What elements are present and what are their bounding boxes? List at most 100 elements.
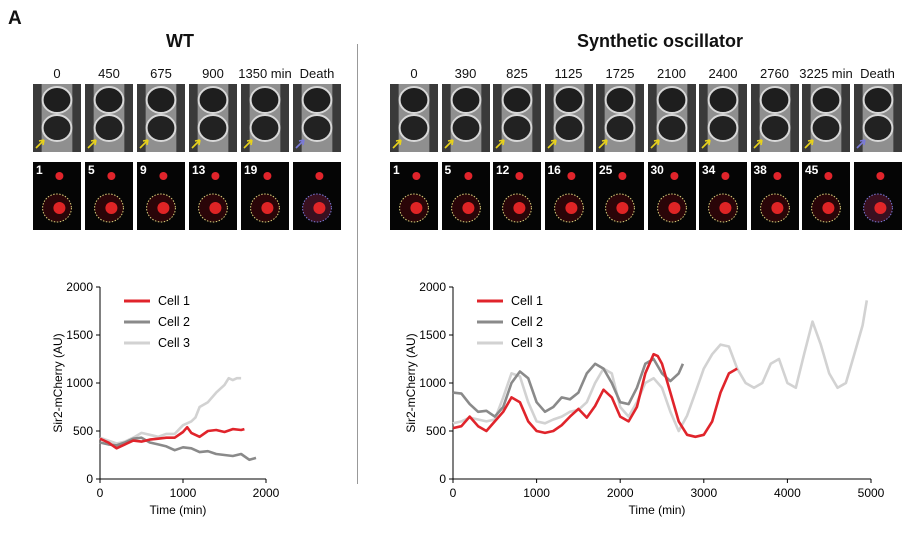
cell-division-count: 13	[192, 163, 206, 177]
fluorescence-tile: 9	[137, 162, 185, 230]
fluorescence-tile: 13	[189, 162, 237, 230]
brightfield-tile	[189, 84, 237, 152]
brightfield-tile	[241, 84, 289, 152]
series-line-cell-1	[99, 425, 245, 450]
y-tick-label: 500	[73, 424, 93, 438]
x-tick-label: 4000	[774, 486, 801, 500]
cell-division-count: 5	[88, 163, 95, 177]
x-axis-label: Time (min)	[150, 503, 207, 517]
brightfield-tile	[596, 84, 644, 152]
wt-title: WT	[166, 31, 194, 51]
brightfield-tile	[493, 84, 541, 152]
cell-division-count: 16	[547, 163, 561, 177]
fluorescence-tile: 12	[493, 162, 541, 230]
fluorescence-tile	[853, 162, 902, 230]
cell-division-count: 9	[140, 163, 147, 177]
oscillator-title: Synthetic oscillator	[576, 31, 744, 51]
x-tick-label: 2000	[607, 486, 634, 500]
y-tick-label: 1000	[419, 376, 446, 390]
wt-line-chart: 0 500 1000 1500 2000 0 1000 2000 Time (min) Sir2-…	[51, 280, 280, 517]
oscillator-line-chart: 0 500 1000 1500 2000 0 1000 2000 3000 4000 5000 Tim…	[404, 280, 885, 517]
x-tick-label: 5000	[858, 486, 885, 500]
panel-divider	[357, 44, 358, 484]
brightfield-tile	[544, 84, 593, 152]
timepoint-label: 1725	[605, 66, 635, 81]
cell-division-count: 1	[393, 163, 400, 177]
y-tick-label: 1500	[66, 328, 93, 342]
y-tick-label: 0	[439, 472, 446, 486]
legend-label: Cell 1	[511, 294, 543, 308]
y-tick-label: 1500	[419, 328, 446, 342]
x-tick-label: 3000	[690, 486, 717, 500]
fluorescence-tile: 1	[390, 162, 438, 230]
brightfield-tile	[85, 84, 133, 152]
y-tick-label: 500	[426, 424, 446, 438]
timepoint-label: 825	[506, 66, 528, 81]
cell-division-count: 38	[753, 163, 767, 177]
timepoint-label: 3225 min	[799, 66, 853, 81]
fluorescence-tile: 45	[802, 162, 850, 230]
y-tick-label: 1000	[66, 376, 93, 390]
timepoint-label: 675	[150, 66, 172, 81]
timepoint-label: Death	[860, 66, 895, 81]
legend-label: Cell 2	[158, 315, 190, 329]
cell-division-count: 45	[805, 163, 819, 177]
series-line-cell-1	[452, 352, 738, 439]
brightfield-tile	[33, 84, 81, 152]
x-tick-label: 2000	[253, 486, 280, 500]
brightfield-tile	[293, 84, 341, 152]
axes: 0 500 1000 1500 2000 0 1000 2000 3000 4000 5000	[419, 280, 884, 500]
legend-label: Cell 2	[511, 315, 543, 329]
axes: 0 500 1000 1500 2000 0 1000 2000	[66, 280, 279, 500]
y-tick-label: 2000	[66, 280, 93, 294]
cell-division-count: 30	[650, 163, 664, 177]
series-line-cell-2	[452, 357, 685, 418]
x-axis-label: Time (min)	[629, 503, 686, 517]
fluorescence-tile	[293, 162, 341, 230]
y-tick-label: 0	[86, 472, 93, 486]
cell-division-count: 19	[244, 163, 258, 177]
timepoint-label: 2100	[657, 66, 686, 81]
brightfield-tile	[699, 84, 747, 152]
timepoint-label: 0	[410, 66, 418, 81]
brightfield-tile	[390, 84, 438, 152]
legend-label: Cell 1	[158, 294, 190, 308]
brightfield-tile	[750, 84, 799, 152]
timepoint-label: Death	[299, 66, 335, 81]
y-axis-label: Sir2-mCherry (AU)	[404, 333, 418, 432]
series-line-cell-2	[99, 436, 257, 462]
fluorescence-tile: 19	[241, 162, 289, 230]
timepoint-label: 1350 min	[238, 66, 292, 81]
legend-label: Cell 3	[511, 336, 543, 350]
timepoint-label: 2400	[708, 66, 738, 81]
cell-division-count: 34	[702, 163, 716, 177]
fluorescence-tile: 1	[33, 162, 81, 230]
brightfield-tile	[802, 84, 850, 152]
panel-label: A	[8, 8, 22, 29]
timepoint-label: 0	[53, 66, 61, 81]
timepoint-label: 2760	[760, 66, 789, 81]
fluorescence-tile: 38	[750, 162, 799, 230]
brightfield-tile	[441, 84, 490, 152]
fluorescence-tile: 16	[544, 162, 593, 230]
timepoint-label: 390	[454, 66, 477, 81]
fluorescence-tile: 34	[699, 162, 747, 230]
series-line-cell-3	[452, 300, 869, 433]
timepoint-label: 450	[98, 66, 120, 81]
brightfield-tile	[137, 84, 185, 152]
x-tick-label: 0	[450, 486, 457, 500]
cell-division-count: 25	[599, 163, 613, 177]
series-line-cell-3	[99, 376, 242, 445]
cell-division-count: 1	[36, 163, 43, 177]
x-tick-label: 1000	[170, 486, 197, 500]
brightfield-tile	[647, 84, 696, 152]
brightfield-tile	[853, 84, 902, 152]
legend-label: Cell 3	[158, 336, 190, 350]
cell-division-count: 5	[444, 163, 452, 177]
y-tick-label: 2000	[419, 280, 446, 294]
x-tick-label: 0	[97, 486, 104, 500]
fluorescence-tile: 25	[596, 162, 644, 230]
x-tick-label: 1000	[523, 486, 550, 500]
cell-division-count: 12	[496, 163, 510, 177]
y-axis-label: Sir2-mCherry (AU)	[51, 333, 65, 432]
